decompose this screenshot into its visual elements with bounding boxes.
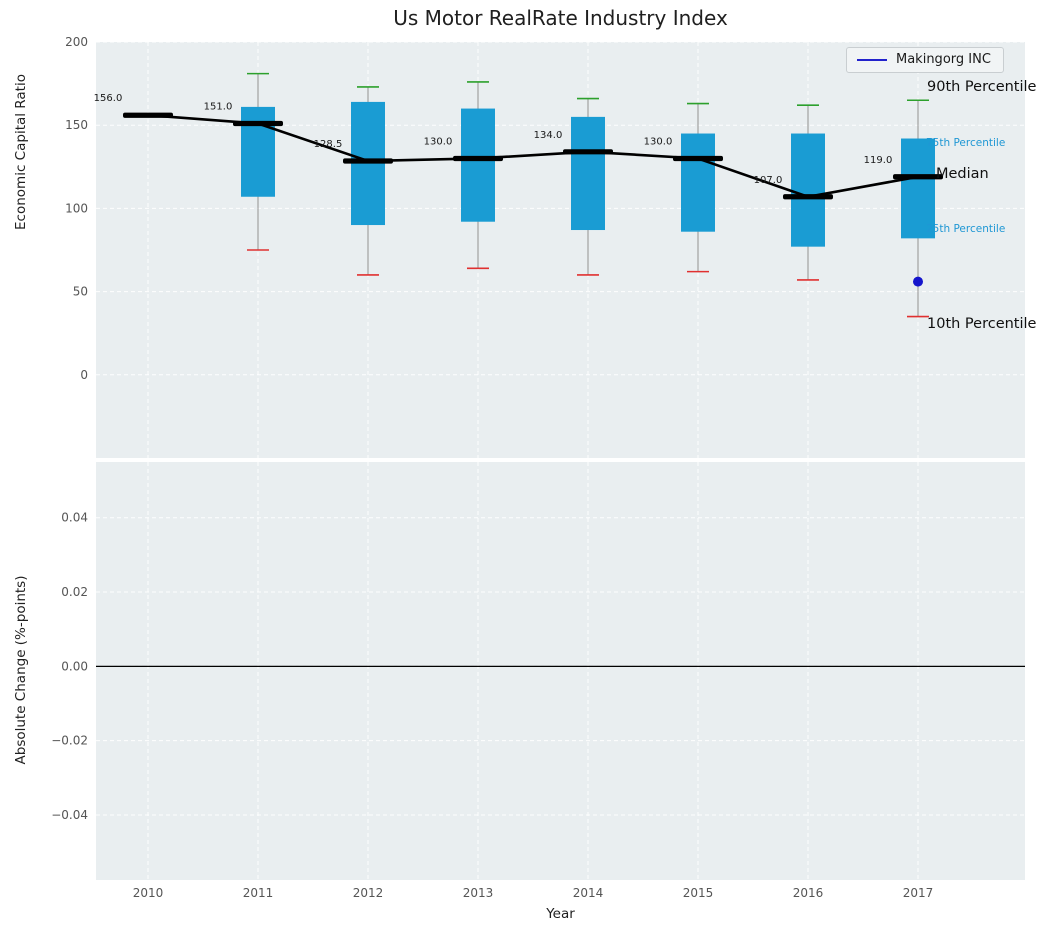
- y-axis-label-top: Economic Capital Ratio: [13, 74, 29, 230]
- median-line: [453, 155, 503, 162]
- y-tick-label: 200: [65, 35, 88, 49]
- y-tick-label: 150: [65, 118, 88, 132]
- median-line: [233, 120, 283, 127]
- x-tick-label: 2010: [133, 886, 164, 900]
- annotation-10th-percentile: 10th Percentile: [927, 316, 1037, 332]
- plot-area-top: [96, 42, 1025, 458]
- annotation-75th-percentile: 75th Percentile: [926, 137, 1006, 149]
- box-iqr: [681, 133, 715, 232]
- median-value-label: 119.0: [864, 155, 893, 166]
- x-tick-label: 2016: [793, 886, 824, 900]
- box-iqr: [901, 138, 935, 239]
- x-axis-label: Year: [546, 906, 575, 922]
- median-value-label: 130.0: [424, 136, 453, 147]
- box-iqr: [791, 133, 825, 247]
- chart-title: Us Motor RealRate Industry Index: [393, 6, 728, 30]
- median-value-label: 156.0: [94, 93, 123, 104]
- median-line: [783, 194, 833, 200]
- median-trend-line: [147, 113, 919, 199]
- box-iqr: [571, 116, 605, 231]
- x-tick-label: 2012: [353, 886, 384, 900]
- median-line: [563, 149, 613, 155]
- y-tick-label: 0.04: [61, 511, 88, 525]
- y-tick-label: 100: [65, 201, 88, 215]
- plot-area-bottom: [96, 462, 1025, 880]
- box-iqr: [241, 106, 275, 197]
- annotation-median: Median: [936, 166, 989, 182]
- y-axis-label-bottom: Absolute Change (%-points): [13, 575, 29, 765]
- median-value-label: 130.0: [644, 136, 673, 147]
- annotation-90th-percentile: 90th Percentile: [927, 79, 1037, 95]
- y-tick-label: 0: [80, 368, 88, 382]
- x-tick-label: 2017: [903, 886, 934, 900]
- x-tick-label: 2011: [243, 886, 274, 900]
- y-tick-label: 0.00: [61, 659, 88, 673]
- median-line: [893, 174, 943, 180]
- legend: Makingorg INC: [846, 47, 1004, 73]
- legend-label: Makingorg INC: [896, 52, 991, 67]
- x-tick-label: 2013: [463, 886, 494, 900]
- median-value-label: 134.0: [534, 130, 563, 141]
- x-tick-label: 2015: [683, 886, 714, 900]
- median-line: [343, 158, 393, 164]
- annotation-25th-percentile: 25th Percentile: [926, 223, 1006, 235]
- y-tick-label: 0.02: [61, 585, 88, 599]
- median-line: [673, 155, 723, 162]
- legend-line-icon: [857, 58, 887, 61]
- y-tick-label: −0.04: [51, 808, 88, 822]
- y-tick-label: 50: [73, 285, 88, 299]
- median-value-label: 128.5: [314, 139, 343, 150]
- median-line: [123, 112, 173, 118]
- median-value-label: 107.0: [754, 175, 783, 186]
- y-tick-label: −0.02: [51, 734, 88, 748]
- company-point: [913, 276, 923, 287]
- median-value-label: 151.0: [204, 102, 233, 113]
- x-tick-label: 2014: [573, 886, 604, 900]
- box-iqr: [461, 108, 495, 222]
